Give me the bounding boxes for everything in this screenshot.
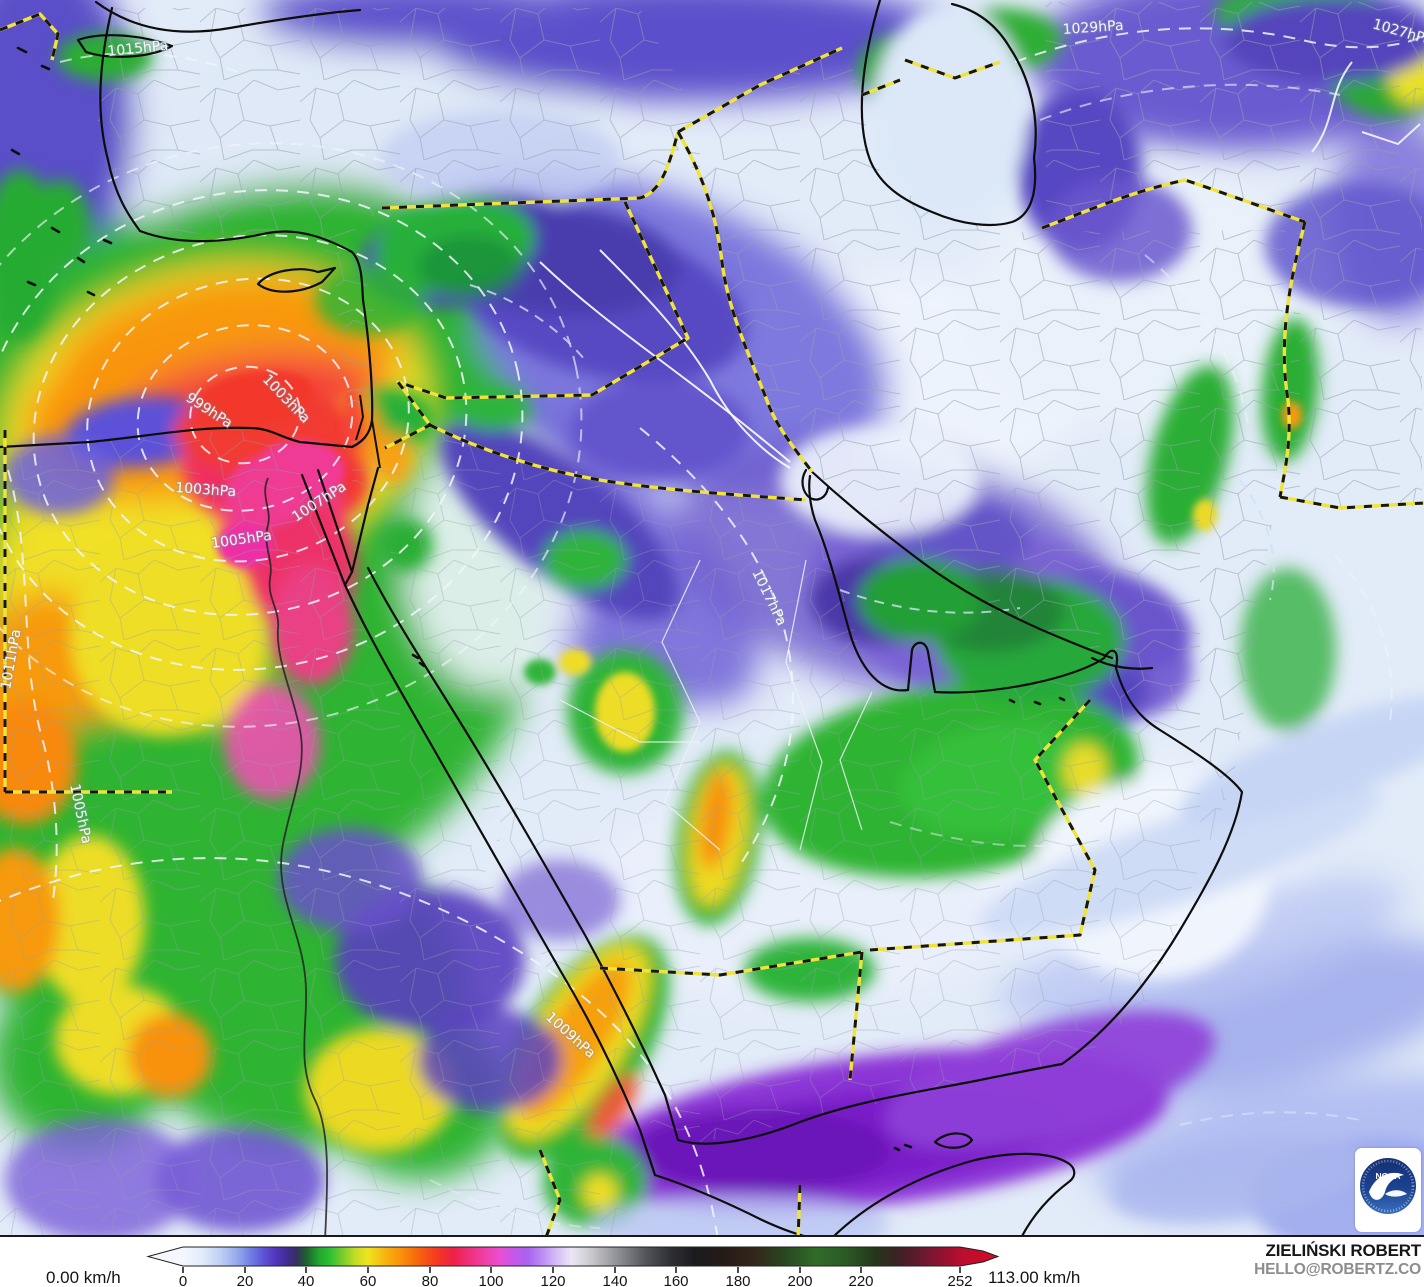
aegean-coast <box>99 6 142 233</box>
legend-bar: 0 20 40 60 80 100 120 140 160 180 200 22… <box>0 1237 1424 1287</box>
turkey-south-coast <box>138 229 365 302</box>
isobars-layer <box>0 27 1424 1237</box>
euphrates-river <box>539 261 791 463</box>
nile-river <box>264 477 328 1237</box>
tick-label: 160 <box>663 1273 688 1287</box>
black-sea-coast <box>94 0 362 33</box>
map-bottom-edge <box>0 1235 1424 1237</box>
kuwait-coast <box>801 468 830 501</box>
author-contact: HELLO@ROBERTZ.CO <box>1254 1261 1421 1278</box>
tick-label: 40 <box>298 1273 315 1287</box>
saudi-gulf-coast <box>808 474 910 692</box>
author-name: ZIELIŃSKI ROBERT <box>1265 1241 1422 1260</box>
red-sea-west-coast <box>343 583 657 1177</box>
colorbar-tick-labels: 0 20 40 60 80 100 120 140 160 180 200 22… <box>179 1273 973 1287</box>
qeshm-island <box>1090 656 1154 670</box>
tick-label: 100 <box>478 1273 503 1287</box>
tigris-river <box>599 249 791 469</box>
tick-label: 200 <box>787 1273 812 1287</box>
rivers-layer <box>264 61 1421 1237</box>
suez-gulf <box>300 468 354 587</box>
israel-jordan-borders <box>355 394 381 469</box>
coastlines-layer <box>0 0 1244 1237</box>
scale-max-label: 113.00 km/h <box>988 1268 1080 1287</box>
noaa-logo: NOAA <box>1355 1148 1421 1232</box>
pressure-label: 1003hPa <box>175 480 237 500</box>
oman-coast <box>1060 666 1244 1066</box>
country-borders-layer <box>0 12 1424 1237</box>
cyprus-outline <box>256 266 337 293</box>
credit-block: ZIELIŃSKI ROBERT HELLO@ROBERTZ.CO <box>1254 1241 1421 1279</box>
levant-coast <box>350 298 374 449</box>
border-lines-white <box>1311 61 1421 153</box>
wind-gust-map: 1015hPa 1029hPa 1027hPa 999hPa 1003hPa 1… <box>0 0 1424 1237</box>
province-borders <box>559 559 873 851</box>
scale-min-label: 0.00 km/h <box>46 1268 121 1287</box>
yemen-south-coast <box>676 1062 1064 1145</box>
aqaba-gulf <box>343 466 380 587</box>
egypt-coast <box>0 426 354 449</box>
socotra-island <box>933 1132 974 1149</box>
musandam-uae-coast <box>933 649 1119 694</box>
colorbar-ticks <box>182 1267 961 1273</box>
tick-label: 180 <box>725 1273 750 1287</box>
tick-label: 140 <box>602 1273 627 1287</box>
iran-gulf-coast <box>808 468 1114 660</box>
pressure-label: 1029hPa <box>1062 18 1124 38</box>
tick-label: 0 <box>179 1273 187 1287</box>
horn-of-africa-coast <box>831 1152 1076 1237</box>
colorbar-gradient-bar <box>146 1246 1000 1267</box>
colorbar: 0 20 40 60 80 100 120 140 160 180 200 22… <box>46 1246 1080 1287</box>
noaa-emblem-icon: NOAA <box>1360 1158 1416 1214</box>
tick-label: 220 <box>848 1273 873 1287</box>
red-sea-east-coast <box>366 566 680 1142</box>
isobars-light <box>469 284 1275 614</box>
tick-label: 120 <box>540 1273 565 1287</box>
tick-label: 60 <box>360 1273 377 1287</box>
tick-label: 20 <box>237 1273 254 1287</box>
small-islands <box>10 46 1066 1152</box>
noaa-logo-text: NOAA <box>1375 1171 1400 1181</box>
somalia-coast <box>653 1173 813 1237</box>
tick-label: 252 <box>947 1273 972 1287</box>
caspian-sea-outline <box>860 0 1037 227</box>
qatar-outline <box>906 641 937 694</box>
tick-label: 80 <box>422 1273 439 1287</box>
